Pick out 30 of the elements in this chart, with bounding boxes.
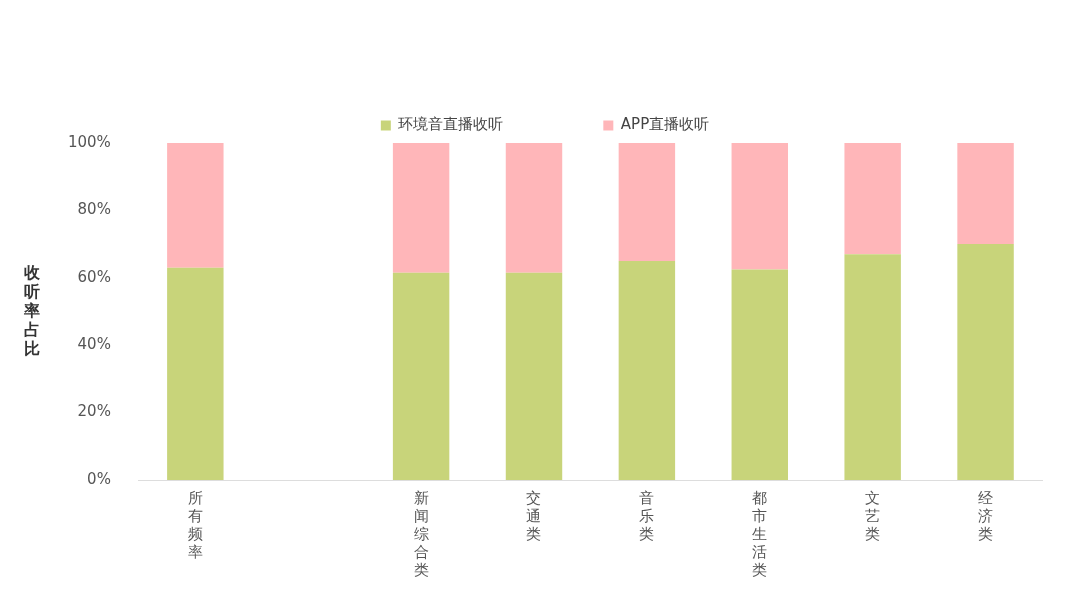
bar	[392, 143, 450, 273]
x-tick-label: 交通类	[526, 488, 542, 543]
bar	[618, 260, 676, 480]
bar	[844, 254, 901, 480]
legend-label: APP直播收听	[620, 115, 710, 134]
x-tick-label: 经济类	[978, 488, 994, 543]
x-tick-label: 文艺类	[865, 488, 881, 543]
bar	[505, 272, 563, 480]
bar	[731, 269, 788, 480]
x-tick-label: 新闻综合类	[413, 488, 429, 579]
y-tick-label: 20%	[77, 402, 111, 421]
y-axis-title: 收听率占比	[23, 262, 41, 358]
x-tick-label: 音乐类	[639, 488, 655, 543]
bar	[167, 267, 224, 480]
y-tick-label: 80%	[77, 200, 111, 219]
bar	[392, 272, 450, 480]
x-tick-label: 都市生活类	[752, 488, 768, 579]
bar	[618, 143, 676, 261]
bar	[731, 143, 788, 270]
y-tick-label: 40%	[77, 335, 111, 354]
legend-label: 环境音直播收听	[398, 115, 504, 134]
bar	[505, 143, 563, 273]
bar	[844, 143, 901, 255]
x-tick-label: 所有频率	[187, 488, 203, 561]
y-tick-label: 60%	[77, 267, 111, 286]
y-tick-label: 100%	[67, 132, 111, 151]
y-tick-label: 0%	[87, 469, 111, 488]
bar	[957, 143, 1014, 245]
bar	[167, 143, 224, 268]
bar	[957, 244, 1014, 480]
